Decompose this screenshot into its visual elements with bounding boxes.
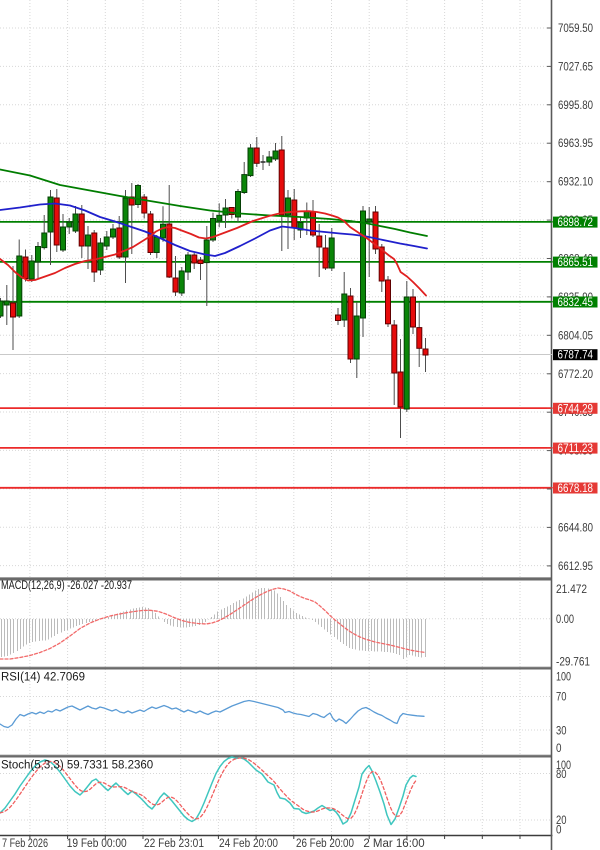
svg-text:30: 30 [556, 725, 567, 737]
svg-text:6995.80: 6995.80 [558, 100, 593, 112]
svg-text:2 Mar 16:00: 2 Mar 16:00 [363, 838, 424, 850]
svg-text:6963.95: 6963.95 [558, 138, 593, 150]
svg-text:6898.72: 6898.72 [558, 217, 594, 229]
svg-text:7059.50: 7059.50 [558, 23, 593, 35]
svg-text:MACD(12,26,9) -26.027 -20.937: MACD(12,26,9) -26.027 -20.937 [1, 580, 132, 592]
svg-text:6678.18: 6678.18 [558, 483, 594, 495]
svg-text:6804.05: 6804.05 [558, 330, 593, 342]
svg-text:24 Feb 20:00: 24 Feb 20:00 [219, 838, 278, 850]
svg-text:7027.65: 7027.65 [558, 61, 593, 73]
svg-text:6832.45: 6832.45 [558, 297, 594, 309]
svg-text:100: 100 [556, 760, 571, 772]
svg-text:6772.20: 6772.20 [558, 369, 593, 381]
svg-text:0.00: 0.00 [556, 614, 574, 626]
svg-text:6787.74: 6787.74 [558, 350, 594, 362]
svg-text:6711.23: 6711.23 [558, 443, 594, 455]
svg-text:6865.51: 6865.51 [558, 257, 594, 269]
svg-text:80: 80 [556, 769, 567, 781]
svg-text:Stoch(5,3,3) 59.7331 58.2360: Stoch(5,3,3) 59.7331 58.2360 [1, 760, 153, 772]
svg-text:21.472: 21.472 [556, 584, 587, 596]
svg-text:100: 100 [556, 672, 571, 684]
svg-text:0: 0 [556, 824, 562, 836]
svg-text:20: 20 [556, 815, 567, 827]
svg-text:19 Feb 00:00: 19 Feb 00:00 [67, 838, 127, 850]
svg-text:6612.95: 6612.95 [558, 561, 593, 573]
svg-text:6644.80: 6644.80 [558, 522, 593, 534]
svg-text:0: 0 [556, 743, 562, 755]
svg-text:7 Feb 2026: 7 Feb 2026 [2, 838, 48, 850]
svg-text:70: 70 [556, 692, 567, 704]
svg-text:6744.29: 6744.29 [558, 403, 594, 415]
svg-text:-29.761: -29.761 [556, 657, 590, 669]
svg-text:26 Feb 20:00: 26 Feb 20:00 [296, 838, 354, 850]
svg-text:RSI(14) 42.7069: RSI(14) 42.7069 [1, 672, 85, 684]
svg-text:6932.10: 6932.10 [558, 177, 593, 189]
svg-text:22 Feb 23:01: 22 Feb 23:01 [144, 838, 204, 850]
